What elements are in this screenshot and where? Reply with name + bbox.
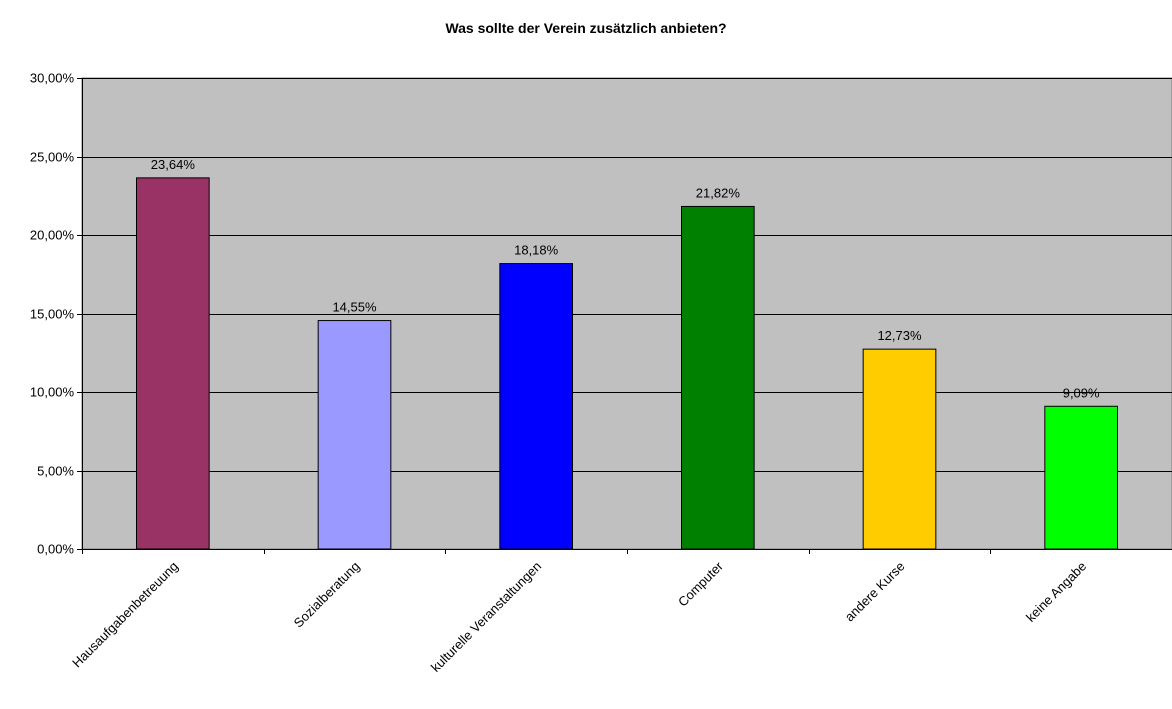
category-label: Sozialberatung [291,559,363,631]
category-label: andere Kurse [842,559,908,625]
y-tick-label: 15,00% [30,307,75,322]
bar [862,348,937,550]
chart-title: Was sollte der Verein zusätzlich anbiete… [445,20,727,36]
data-label: 9,09% [1063,385,1100,400]
y-tick-label: 5,00% [37,464,74,479]
bar [317,320,392,550]
data-label: 14,55% [332,300,377,315]
data-label: 12,73% [877,328,922,343]
y-tick-label: 0,00% [37,542,74,557]
bar [681,205,755,550]
y-tick-label: 25,00% [30,150,75,165]
category-label: Computer [675,558,726,609]
y-tick-label: 20,00% [30,228,75,243]
category-label: kulturelle Veranstaltungen [428,559,544,675]
category-label: Hausaufgabenbetreuung [69,559,181,671]
data-label: 21,82% [696,185,741,200]
y-tick-label: 30,00% [30,71,75,86]
y-tick-label: 10,00% [30,385,75,400]
plot-area [81,77,1172,550]
bar [1044,405,1119,550]
bar [136,177,210,550]
category-label: keine Angabe [1023,559,1089,625]
data-label: 23,64% [151,157,196,172]
bar [499,263,574,550]
data-label: 18,18% [514,243,559,258]
